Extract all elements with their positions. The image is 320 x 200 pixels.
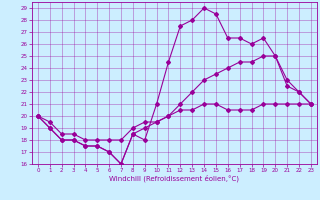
X-axis label: Windchill (Refroidissement éolien,°C): Windchill (Refroidissement éolien,°C) [109, 175, 239, 182]
